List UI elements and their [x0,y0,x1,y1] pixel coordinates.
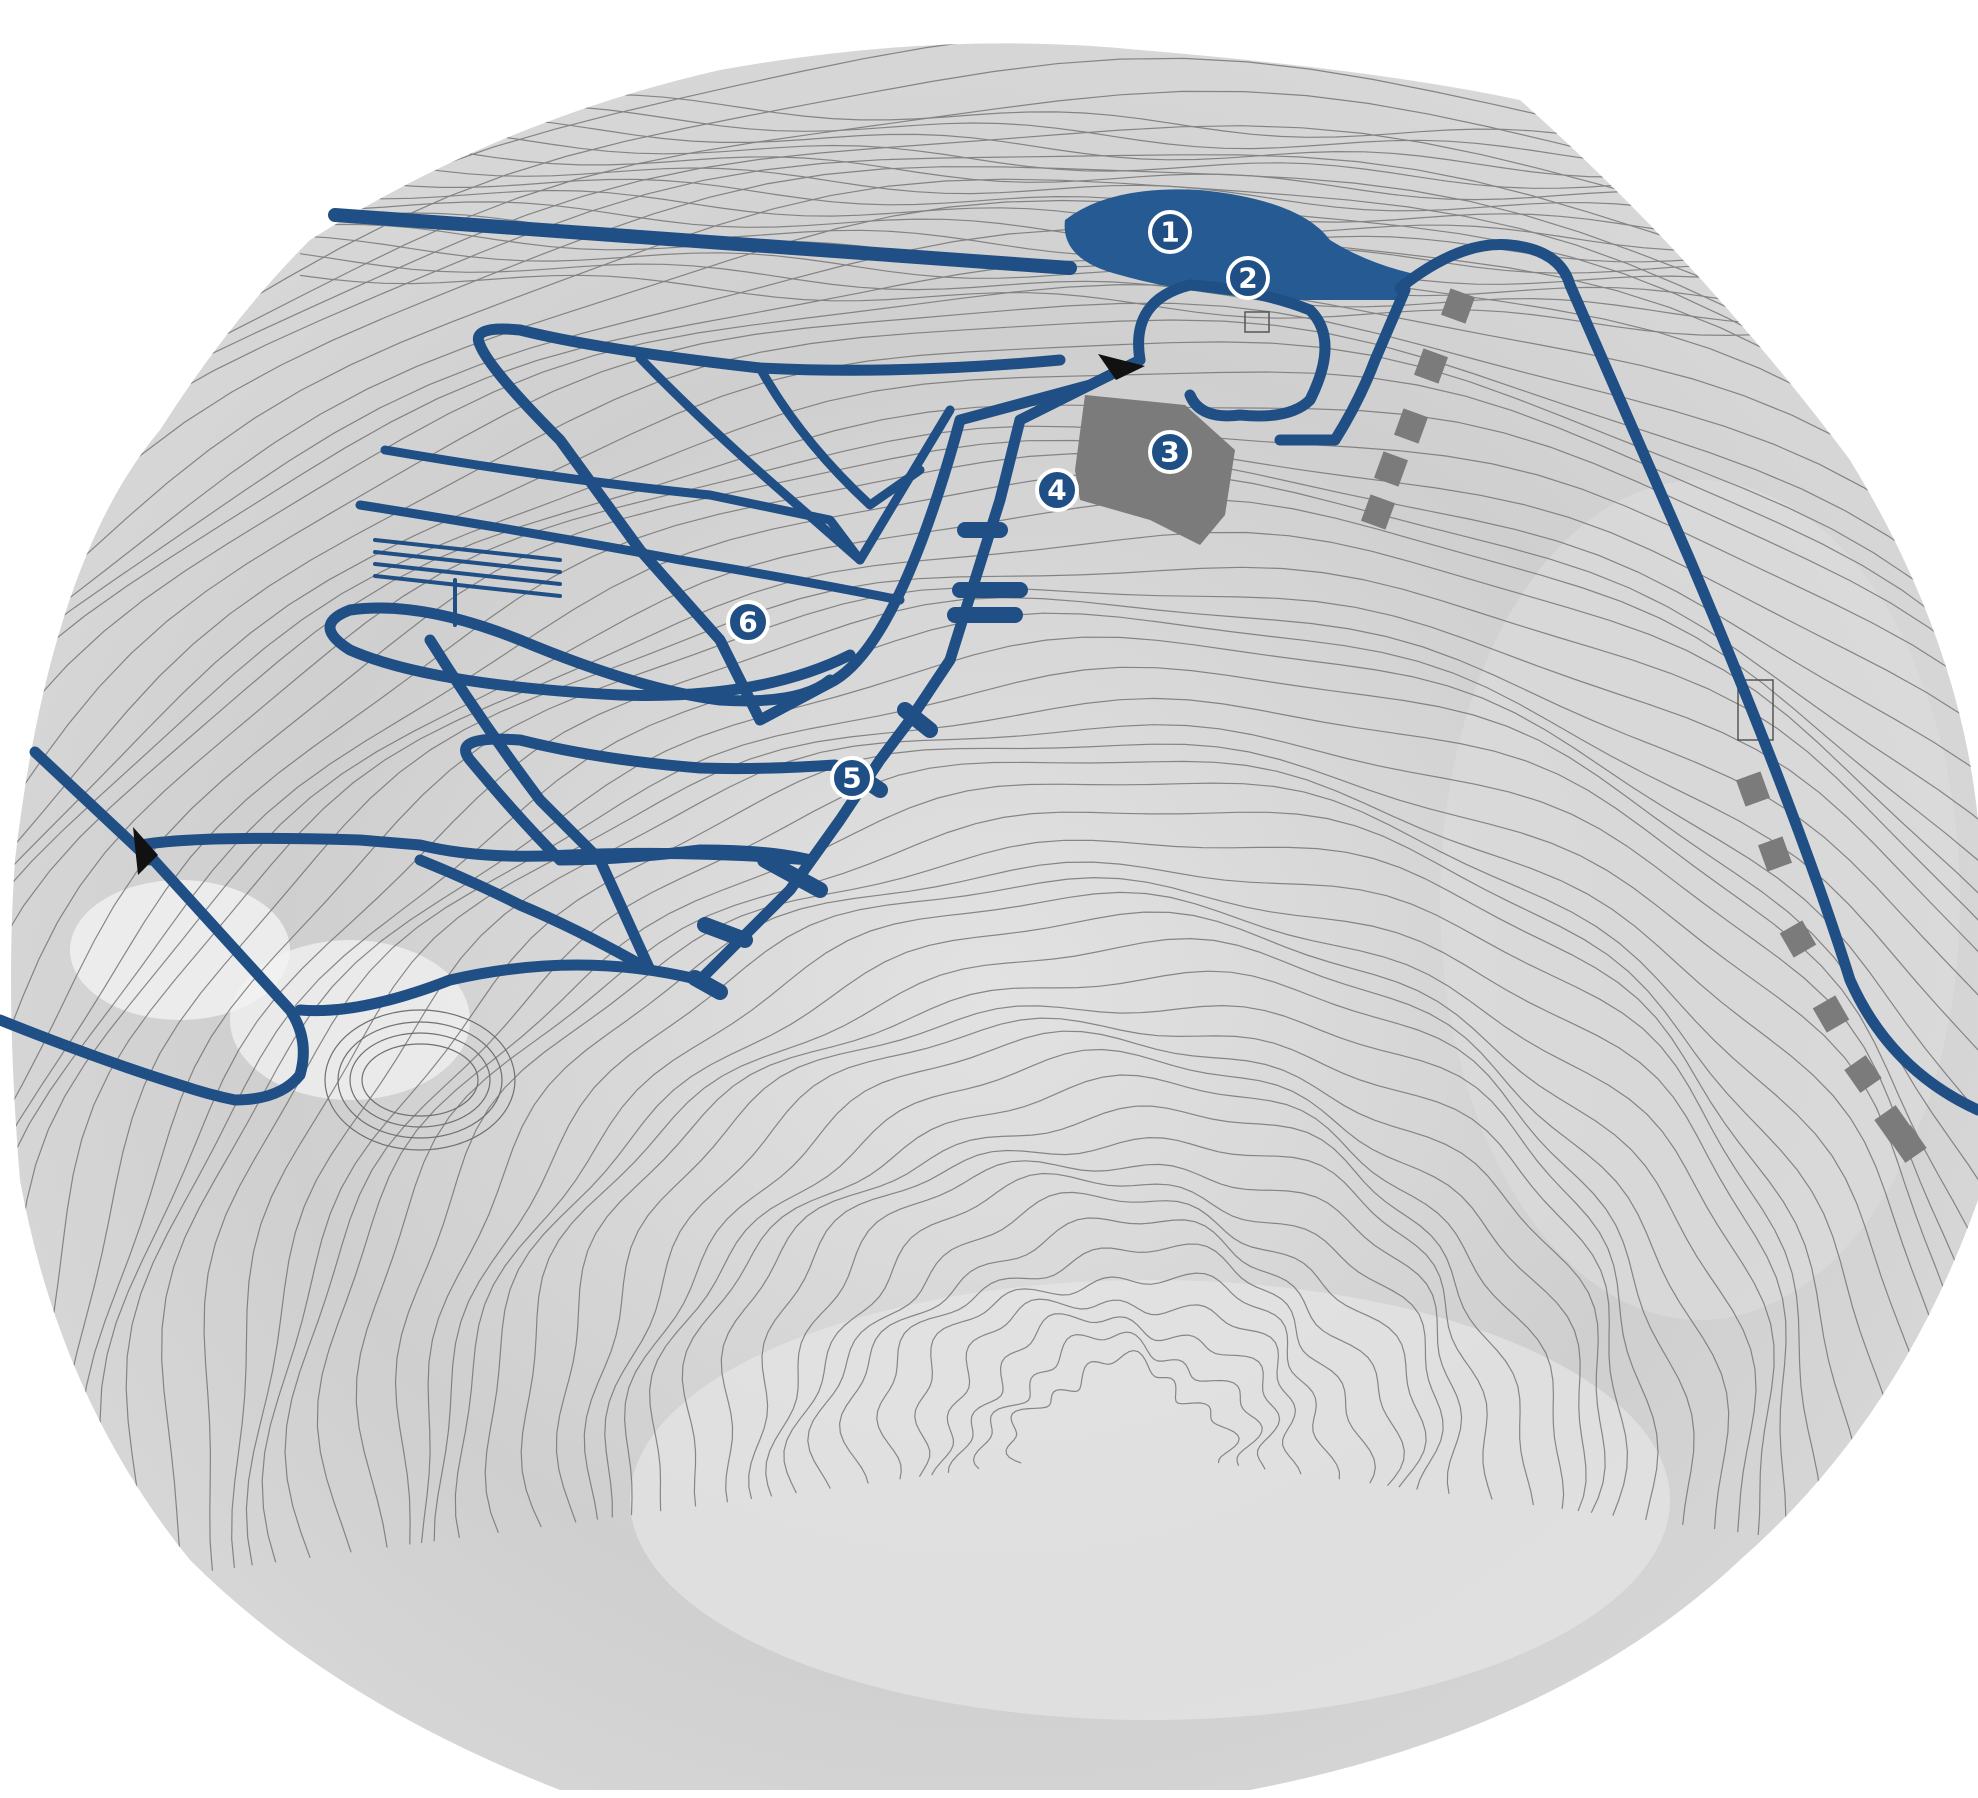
contour-line [284,760,1948,1559]
contour-line [11,57,1978,1668]
top-road [328,208,1077,275]
marker-6[interactable]: 6 [726,600,770,644]
contour-line [60,566,1978,1589]
contour-line [11,154,1978,1655]
cabin [1779,920,1817,958]
building-outlines [1244,311,1774,741]
contour-line [623,1030,1606,1516]
contour-line [11,283,1978,1635]
contour-line [838,1217,1405,1486]
cabin [1757,836,1793,872]
cabin [1360,494,1396,530]
cabin [1889,1125,1927,1163]
numbered-markers: 1 2 3 4 5 6 [726,210,1270,800]
cabin [1440,288,1476,324]
contour-line [520,937,1730,1530]
marker-label: 4 [1047,474,1066,507]
contour-line [972,1331,1263,1470]
contour-line [931,1298,1302,1476]
marker-label: 1 [1160,216,1179,249]
marker-label: 2 [1238,262,1257,295]
contour-line [583,1004,1659,1521]
contour-line [11,302,1978,1632]
cabin [1735,771,1771,807]
contour-line [299,253,1978,325]
contour-line [11,178,1978,1648]
contour-line [80,587,1978,1587]
contour-line [11,90,1978,1664]
contour-line [355,811,1899,1552]
contour-line [1005,1349,1240,1464]
contour-line [261,743,1962,1563]
switchback-d [355,500,905,605]
marker-label: 5 [842,762,861,795]
middle-switchback [324,602,856,707]
contour-line [11,319,1978,1628]
contour-line [648,1048,1587,1512]
contour-line [555,970,1695,1525]
marker-4[interactable]: 4 [1035,468,1079,512]
contour-line [11,341,1978,1622]
contour-line [947,1313,1281,1473]
contour-line [914,1272,1340,1480]
switchback-c [380,445,865,565]
cabin [1413,348,1449,384]
east-spur [1274,284,1411,446]
buildings [1075,288,1927,1163]
middle-loop [424,634,656,976]
main-building [1075,395,1235,545]
marker-2[interactable]: 2 [1226,256,1270,300]
contour-line [316,782,1928,1554]
marker-1[interactable]: 1 [1148,210,1192,254]
direction-arrow-icon [1098,354,1145,380]
lower-return [414,854,656,976]
cabin [1844,1055,1882,1093]
path-network [0,189,1978,1116]
contour-line [433,876,1787,1542]
cabin [1373,451,1409,487]
contour-line [681,1074,1565,1509]
contour-line [299,274,1978,337]
contour-line [720,1105,1534,1506]
direction-arrows [133,354,1145,875]
contour-line [876,1243,1377,1484]
contour-line [420,861,1822,1543]
switchback-b [755,363,925,510]
contour-line [11,125,1978,1659]
contour-line [783,1172,1444,1494]
contour-line [748,1136,1493,1500]
contour-line [99,596,1978,1584]
direction-arrow-icon [133,827,158,875]
fine-lines [373,538,562,627]
contour-line [34,531,1978,1595]
cabin [1812,995,1850,1033]
lower-spine [294,959,706,1017]
building-loop [1133,279,1331,422]
contour-line [161,636,1978,1578]
contour-line [604,1017,1629,1518]
east-road [1394,239,1978,1116]
contour-line [484,911,1757,1533]
marker-label: 3 [1160,436,1179,469]
contour-line [765,1160,1463,1497]
marker-5[interactable]: 5 [830,756,874,800]
contour-line [203,666,1978,1575]
contour-line [807,1191,1427,1489]
marker-label: 6 [738,606,757,639]
switchback-top [472,323,1146,726]
contour-line [394,839,1862,1548]
marker-3[interactable]: 3 [1148,430,1192,474]
contour-line [454,891,1775,1539]
switchback-a [635,353,955,565]
cabin [1393,408,1429,444]
plaza [1064,189,1420,300]
contour-line [125,612,1978,1580]
mound-contours [324,1009,516,1151]
west-road [29,746,156,866]
